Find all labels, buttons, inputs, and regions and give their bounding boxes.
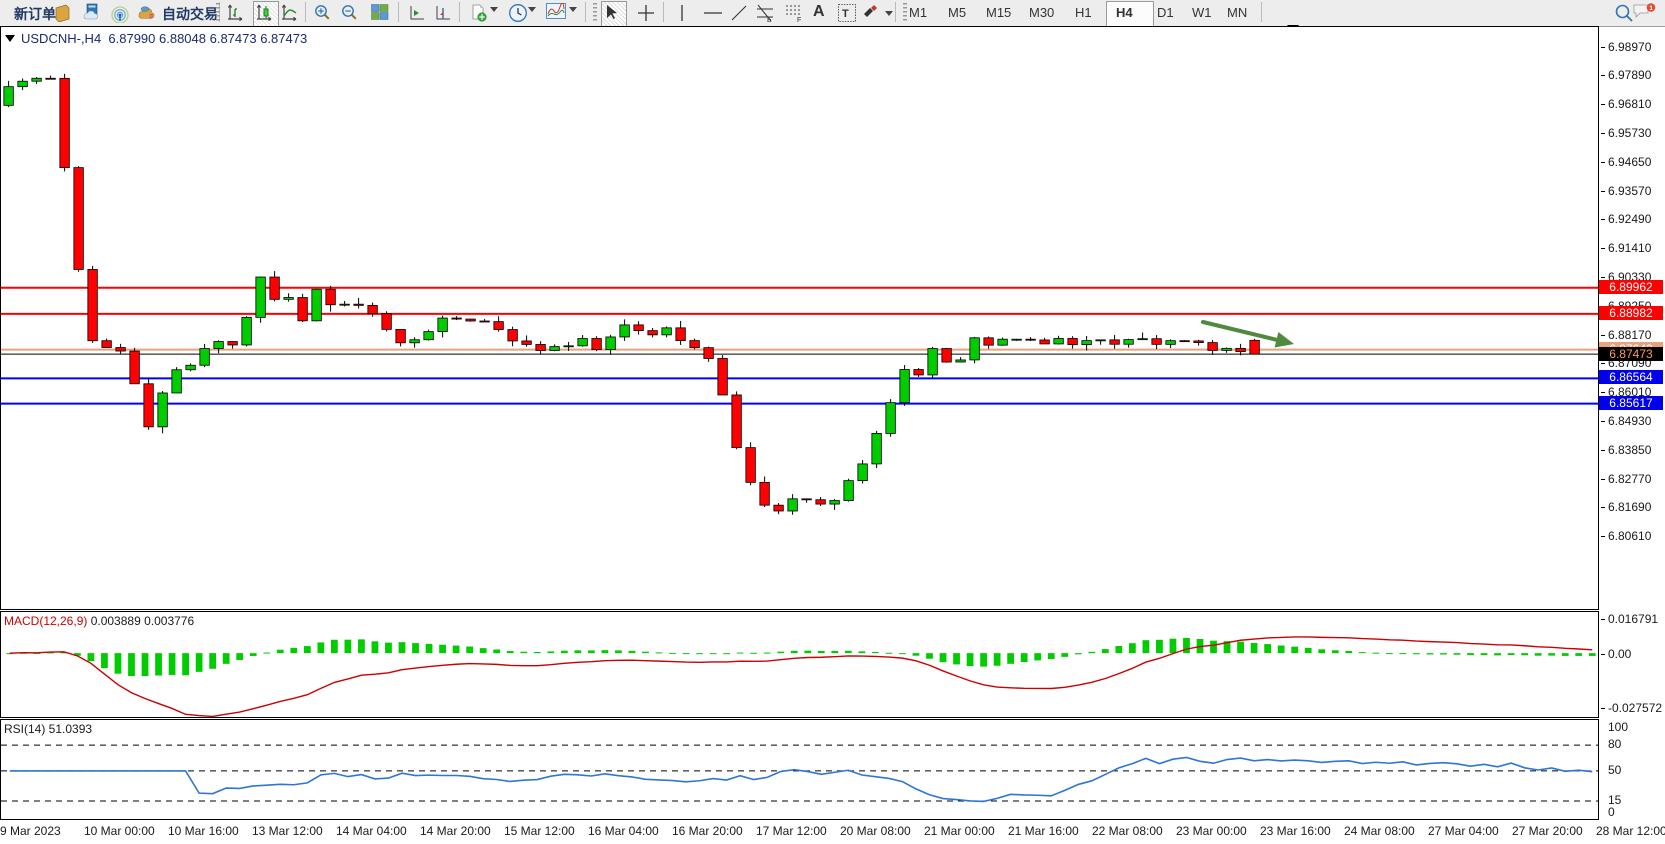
svg-text:1: 1 — [1649, 5, 1653, 12]
svg-text:T: T — [842, 8, 849, 20]
svg-text:E: E — [767, 17, 772, 23]
svg-text:F: F — [797, 17, 801, 23]
